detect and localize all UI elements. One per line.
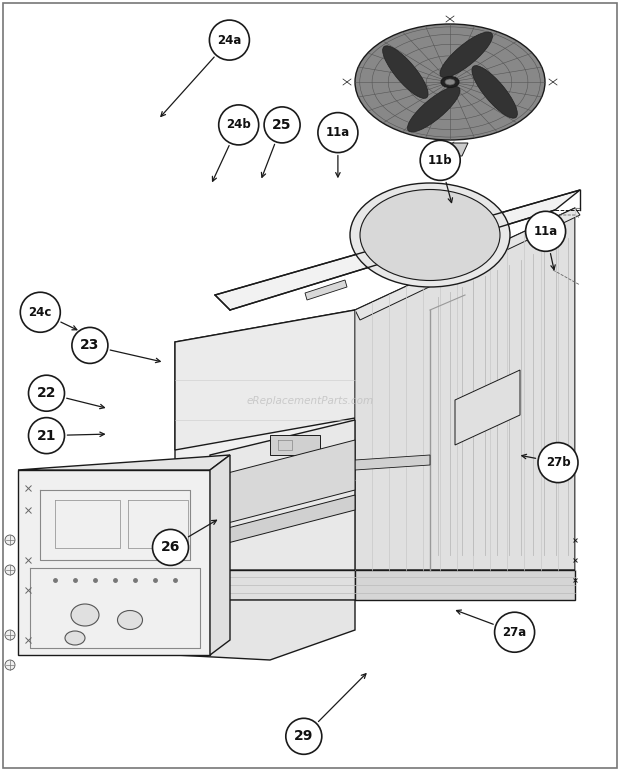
Circle shape [5,630,15,640]
Text: 11a: 11a [326,126,350,139]
Circle shape [5,535,15,545]
Polygon shape [220,440,355,525]
Text: eReplacementParts.com: eReplacementParts.com [246,396,374,406]
Ellipse shape [472,66,517,118]
Text: 23: 23 [80,338,100,352]
Polygon shape [355,455,430,470]
Polygon shape [18,455,230,470]
Polygon shape [305,280,347,300]
Text: 24c: 24c [29,306,52,318]
Circle shape [538,443,578,483]
Circle shape [5,565,15,575]
Polygon shape [220,495,355,545]
Polygon shape [455,370,520,445]
Circle shape [264,107,300,143]
Text: 22: 22 [37,386,56,400]
Circle shape [318,113,358,153]
Polygon shape [210,455,230,655]
Ellipse shape [355,24,545,140]
Polygon shape [270,435,320,455]
Ellipse shape [407,86,460,132]
Circle shape [72,328,108,363]
Polygon shape [215,190,580,310]
Text: 27b: 27b [546,456,570,469]
Polygon shape [355,570,575,600]
Circle shape [29,375,64,411]
Ellipse shape [441,76,459,87]
Ellipse shape [71,604,99,626]
Circle shape [20,292,60,332]
Circle shape [420,140,460,180]
Circle shape [495,612,534,652]
Text: 21: 21 [37,429,56,443]
Circle shape [153,530,188,565]
Polygon shape [355,208,575,570]
Polygon shape [18,470,210,655]
Text: 27a: 27a [502,626,527,638]
Text: 24a: 24a [217,34,242,46]
Text: 11a: 11a [533,225,558,237]
Ellipse shape [445,79,455,85]
Text: 25: 25 [272,118,292,132]
Text: 26: 26 [161,540,180,554]
Ellipse shape [118,611,143,629]
Polygon shape [175,570,355,600]
Polygon shape [175,600,355,660]
Polygon shape [175,310,355,570]
Ellipse shape [350,183,510,287]
Circle shape [5,660,15,670]
Ellipse shape [440,32,492,78]
Ellipse shape [65,631,85,645]
Polygon shape [210,420,355,570]
Text: 29: 29 [294,729,314,743]
Polygon shape [175,310,355,450]
Polygon shape [355,208,580,320]
Ellipse shape [383,45,428,99]
Circle shape [526,211,565,251]
Circle shape [210,20,249,60]
Polygon shape [432,143,468,156]
Circle shape [286,719,322,754]
Text: 11b: 11b [428,154,453,167]
Circle shape [29,418,64,453]
Circle shape [219,105,259,145]
Text: 24b: 24b [226,119,251,131]
Ellipse shape [360,190,500,281]
